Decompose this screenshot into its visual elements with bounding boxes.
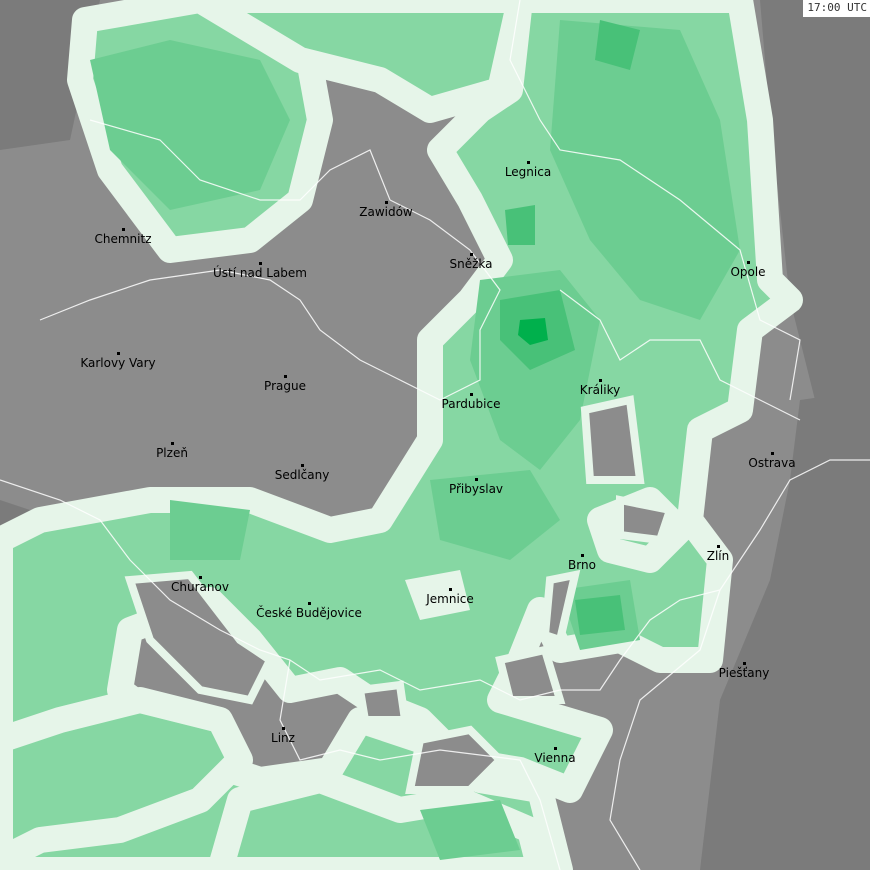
city-label: Karlovy Vary: [80, 356, 156, 370]
city-marker: [308, 602, 311, 605]
city-marker: [199, 576, 202, 579]
city-marker: [599, 379, 602, 382]
city-label: Ostrava: [748, 456, 796, 470]
city-marker: [747, 261, 750, 264]
city-label: Prague: [264, 379, 306, 393]
city-marker: [470, 393, 473, 396]
city-label: Plzeň: [156, 446, 188, 460]
city-marker: [717, 545, 720, 548]
city-label: Jemnice: [426, 592, 474, 606]
city-label: Ústí nad Labem: [212, 266, 308, 280]
city-marker: [771, 452, 774, 455]
city-marker: [385, 201, 388, 204]
city-label: Chemnitz: [94, 232, 152, 246]
city-marker: [282, 727, 285, 730]
city-label: Sedlčany: [274, 468, 330, 482]
city-label: Piešťany: [718, 666, 770, 680]
city-marker: [301, 464, 304, 467]
city-marker: [284, 375, 287, 378]
city-label: Přibyslav: [448, 482, 504, 496]
timestamp-label: 17:00 UTC: [803, 0, 870, 17]
city-marker: [122, 228, 125, 231]
city-marker: [449, 588, 452, 591]
city-marker: [475, 478, 478, 481]
city-label: Churanov: [171, 580, 229, 594]
city-label: Zawidów: [359, 205, 413, 219]
city-label: České Budějovice: [256, 606, 362, 620]
gray-holes: [124, 395, 676, 794]
city-marker: [743, 662, 746, 665]
light-rain-patch: [405, 570, 470, 620]
city-label: Brno: [568, 558, 596, 572]
city-label: Králiky: [579, 383, 621, 397]
city-marker: [527, 161, 530, 164]
city-label: Linz: [271, 731, 295, 745]
city-label: Sněžka: [449, 257, 493, 271]
city-marker: [470, 253, 473, 256]
city-label: Zlín: [706, 549, 730, 563]
city-label: Vienna: [534, 751, 576, 765]
city-label: Legnica: [504, 165, 552, 179]
city-marker: [259, 262, 262, 265]
city-label: Opole: [730, 265, 766, 279]
city-marker: [581, 554, 584, 557]
city-marker: [117, 352, 120, 355]
rain-areas: [0, 0, 803, 870]
city-marker: [171, 442, 174, 445]
city-marker: [554, 747, 557, 750]
city-label: Pardubice: [441, 397, 501, 411]
